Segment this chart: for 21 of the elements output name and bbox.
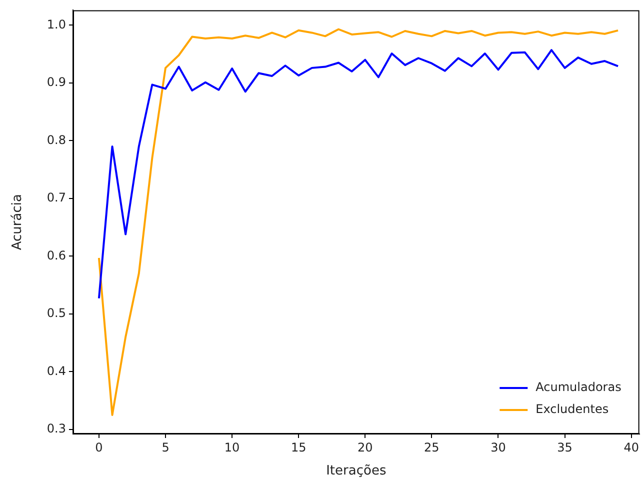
- y-tick-label: 0.3: [46, 422, 66, 436]
- x-tick-label: 30: [490, 440, 506, 454]
- y-tick-label: 0.6: [46, 248, 66, 262]
- y-tick-label: 0.7: [46, 190, 66, 205]
- y-tick-label: 1.0: [46, 17, 66, 32]
- y-tick-label: 0.9: [46, 75, 66, 90]
- legend-label: Acumuladoras: [536, 380, 622, 394]
- x-tick-label: 5: [162, 440, 170, 454]
- y-tick-label: 0.5: [46, 306, 66, 320]
- x-tick-label: 35: [557, 440, 572, 454]
- x-tick-label: 15: [290, 440, 306, 454]
- x-axis-title: Iterações: [326, 464, 386, 479]
- x-tick-label: 20: [358, 440, 373, 454]
- y-tick-label: 0.4: [46, 364, 66, 378]
- x-tick-label: 25: [424, 440, 440, 454]
- y-tick-label: 0.8: [46, 132, 66, 147]
- y-axis-title: Acurácia: [10, 194, 26, 250]
- x-tick-label: 10: [224, 440, 240, 454]
- legend-label: Excludentes: [536, 402, 609, 416]
- x-tick-label: 40: [624, 440, 639, 454]
- x-tick-label: 0: [95, 440, 103, 454]
